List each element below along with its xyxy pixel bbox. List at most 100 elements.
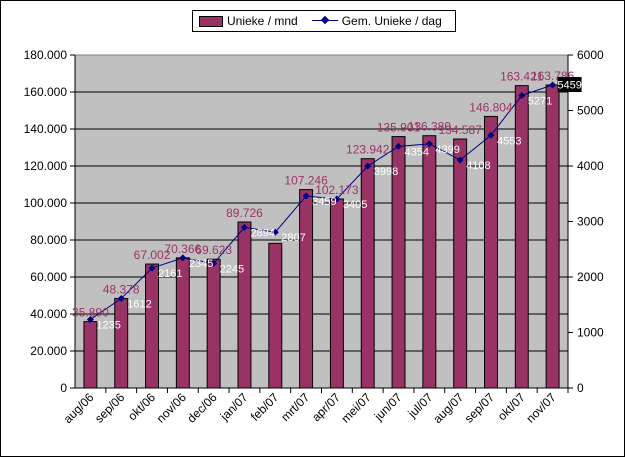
line-data-label: 4399 [435, 144, 459, 156]
bar-data-label: 135.901 [377, 121, 421, 135]
line-marker [549, 81, 557, 89]
line-marker [240, 223, 248, 231]
bar-data-label: 163.421 [500, 70, 544, 84]
bar [453, 138, 468, 389]
x-axis-tick-label: okt/07 [495, 390, 528, 423]
legend-label-line: Gem. Unieke / dag [341, 14, 442, 28]
right-axis-tick-label: 4000 [577, 159, 604, 173]
x-axis-tick-label: aug/06 [61, 390, 97, 426]
line-marker [117, 295, 125, 303]
right-axis-tick-label: 6000 [577, 48, 604, 62]
legend-item-line: Gem. Unieke / dag [311, 14, 442, 28]
bar [545, 84, 560, 389]
x-axis-tick-label: mei/07 [338, 390, 374, 426]
line-data-label: 1612 [127, 299, 151, 311]
x-axis-tick-label: jun/07 [371, 390, 405, 424]
bar [299, 189, 314, 389]
line-data-label: 3998 [374, 166, 398, 178]
line-swatch-icon [311, 15, 338, 26]
x-axis-tick-label: jan/07 [217, 390, 251, 424]
line-data-label: 3405 [343, 199, 367, 211]
left-axis-tick-label: 60.000 [30, 270, 67, 284]
line-data-label: 4108 [466, 160, 490, 172]
left-axis-tick-label: 180.000 [24, 48, 68, 62]
x-axis-tick-label: apr/07 [309, 390, 343, 424]
line-data-label: 4354 [405, 146, 429, 158]
right-axis-tick-label: 0 [577, 381, 584, 395]
bar-data-label: 134.587 [438, 123, 482, 137]
left-axis-tick-label: 80.000 [30, 233, 67, 247]
bar-data-label: 35.890 [72, 306, 109, 320]
line-marker [395, 142, 403, 150]
line-marker [86, 315, 94, 323]
bar [206, 258, 221, 389]
right-axis-tick-label: 3000 [577, 215, 604, 229]
x-axis-tick-label: sep/07 [462, 390, 498, 426]
line-series-path [90, 84, 553, 320]
bar [237, 221, 252, 389]
left-axis-tick-label: 0 [60, 381, 67, 395]
bar [83, 321, 98, 389]
line-data-label: 5271 [528, 95, 552, 107]
bar [422, 135, 437, 389]
line-marker [148, 264, 156, 272]
line-data-label: 5459 [557, 80, 581, 92]
left-axis-tick-label: 160.000 [24, 85, 68, 99]
line-marker [210, 259, 218, 267]
bar [145, 263, 160, 389]
line-marker [302, 192, 310, 200]
bar [114, 298, 129, 389]
bar-data-label: 70.366 [164, 242, 201, 256]
line-marker [425, 140, 433, 148]
left-axis-tick-label: 120.000 [24, 159, 68, 173]
left-axis-tick-label: 20.000 [30, 344, 67, 358]
bar-data-label: 67.002 [134, 248, 171, 262]
x-axis-tick-label: sep/06 [92, 390, 128, 426]
bar-data-label: 89.726 [226, 206, 263, 220]
bar [483, 115, 498, 389]
bar-swatch-icon [199, 15, 223, 27]
line-data-label: 2245 [220, 263, 244, 275]
line-data-label: 3459 [312, 196, 336, 208]
x-axis-tick-label: dec/06 [184, 390, 220, 426]
bar [268, 242, 283, 389]
line-marker [364, 162, 372, 170]
line-marker [271, 228, 279, 236]
x-axis-tick-label: feb/07 [248, 390, 282, 424]
x-axis-tick-label: okt/06 [125, 390, 158, 423]
bar-data-label: 123.942 [346, 143, 390, 157]
right-axis-tick-label: 2000 [577, 270, 604, 284]
line-data-label: 2161 [158, 268, 182, 280]
line-data-label: 4553 [497, 135, 521, 147]
bar-data-label: 146.804 [469, 100, 513, 114]
bar-data-label: 102.173 [315, 183, 359, 197]
right-axis-tick-label: 5000 [577, 104, 604, 118]
line-marker [518, 91, 526, 99]
bar [514, 85, 529, 389]
bar-data-label: 107.246 [284, 174, 328, 188]
bar-data-label: 48.378 [103, 283, 140, 297]
right-axis-tick-label: 1000 [577, 326, 604, 340]
x-axis-tick-label: aug/07 [430, 390, 466, 426]
left-axis-tick-label: 40.000 [30, 307, 67, 321]
line-marker [456, 156, 464, 164]
left-axis-tick-label: 140.000 [24, 122, 68, 136]
bar [329, 198, 344, 389]
legend-label-bars: Unieke / mnd [227, 14, 298, 28]
legend-item-bars: Unieke / mnd [199, 14, 298, 28]
bar-data-label: 136.380 [408, 120, 452, 134]
line-data-label: 2807 [281, 232, 305, 244]
line-data-label: 2894 [250, 227, 274, 239]
x-axis-tick-label: nov/06 [154, 390, 190, 426]
bar [360, 158, 375, 389]
x-axis-tick-label: nov/07 [523, 390, 559, 426]
x-axis-tick-label: mrt/07 [278, 390, 312, 424]
line-marker [487, 131, 495, 139]
line-data-label: 1235 [96, 319, 120, 331]
bar-data-label: 69.623 [195, 243, 232, 257]
line-marker [333, 195, 341, 203]
legend: Unieke / mnd Gem. Unieke / dag [192, 10, 456, 32]
line-marker [179, 254, 187, 262]
